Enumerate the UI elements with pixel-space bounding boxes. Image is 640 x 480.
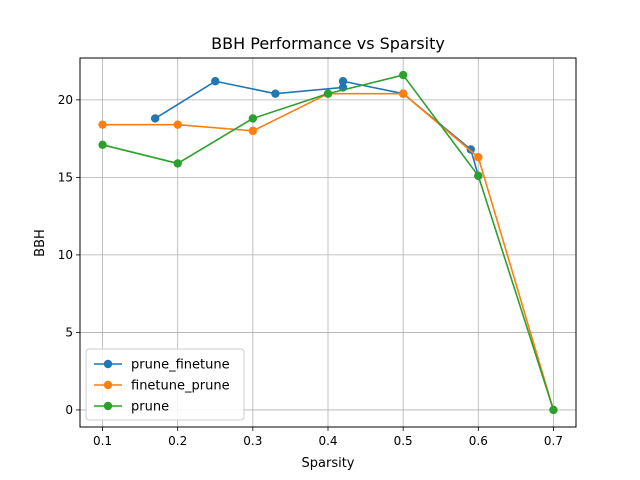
y-tick-label: 15 — [58, 170, 73, 184]
legend-label-prune_finetune: prune_finetune — [131, 358, 230, 373]
data-point-prune — [98, 140, 107, 150]
x-tick-label: 0.1 — [93, 434, 112, 448]
axis-ticks: 0.1 0.2 0.3 0.4 0.5 0.6 0.7 0 5 10 15 20 — [58, 93, 563, 448]
data-point-finetune_prune — [474, 153, 483, 162]
data-point-prune — [248, 114, 258, 123]
legend-marker-finetune_prune — [103, 380, 113, 390]
y-axis-label: BBH — [33, 229, 48, 257]
legend-label-finetune_prune: finetune_prune — [131, 379, 230, 394]
data-point-prune_finetune — [466, 145, 475, 154]
data-point-finetune_prune — [398, 89, 408, 98]
x-axis-label: Sparsity — [302, 456, 355, 471]
x-tick-label: 0.3 — [243, 434, 262, 448]
legend-marker-prune_finetune — [103, 359, 113, 369]
data-point-prune — [323, 89, 333, 98]
y-tick-label: 5 — [65, 325, 73, 339]
data-point-prune — [173, 159, 182, 168]
legend-box — [85, 348, 245, 421]
data-point-prune — [549, 405, 558, 415]
y-tick-label: 0 — [65, 403, 73, 417]
data-point-finetune_prune — [173, 120, 182, 129]
x-tick-label: 0.5 — [394, 434, 413, 448]
chart-title: BBH Performance vs Sparsity — [211, 34, 445, 53]
x-tick-label: 0.6 — [469, 434, 488, 448]
series-layer — [98, 70, 558, 415]
x-tick-label: 0.7 — [544, 434, 563, 448]
x-tick-label: 0.4 — [318, 434, 337, 448]
legend-marker-prune — [103, 401, 113, 411]
data-point-prune_finetune — [211, 77, 220, 86]
x-tick-label: 0.2 — [168, 434, 187, 448]
data-point-prune_finetune — [271, 89, 280, 98]
data-point-prune — [474, 171, 483, 181]
data-point-finetune_prune — [98, 120, 107, 129]
legend-label-prune: prune — [131, 400, 169, 415]
y-tick-label: 20 — [58, 93, 73, 107]
data-point-finetune_prune — [248, 126, 258, 136]
data-point-prune — [398, 70, 408, 80]
data-point-prune_finetune — [150, 114, 160, 123]
y-tick-label: 10 — [58, 248, 73, 262]
data-point-prune_finetune — [338, 77, 348, 86]
